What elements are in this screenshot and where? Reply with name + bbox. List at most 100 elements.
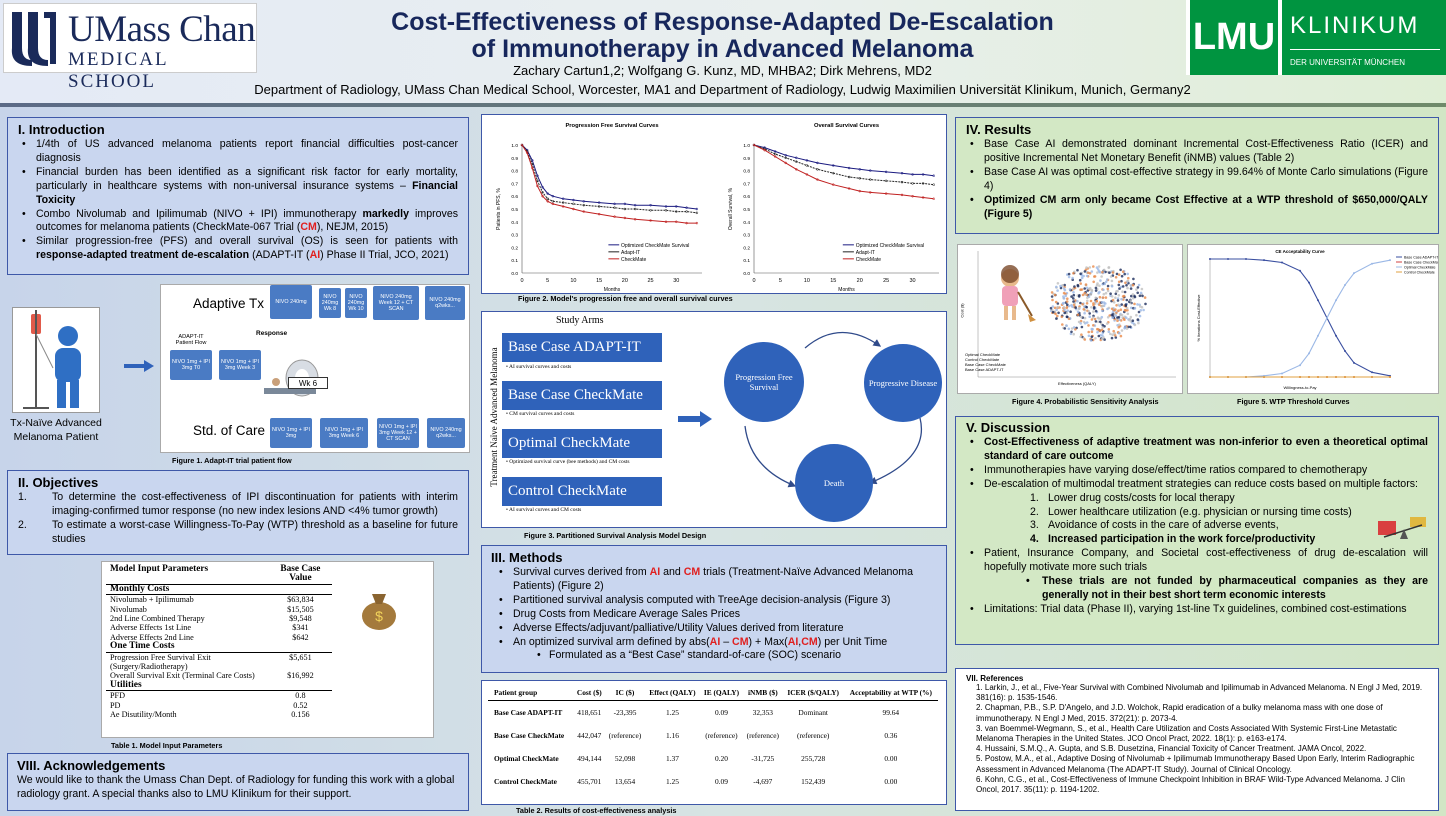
psa-point xyxy=(1095,299,1098,303)
psa-point xyxy=(1124,304,1128,307)
data-point xyxy=(572,202,575,206)
psa-point xyxy=(1102,301,1106,304)
data-point xyxy=(1335,376,1337,378)
psa-point xyxy=(1054,300,1058,304)
psa-point xyxy=(1102,288,1105,292)
references-section: VII. References 1. Larkin, J., et al., F… xyxy=(955,668,1439,811)
data-point xyxy=(884,179,888,183)
data-point xyxy=(649,219,652,222)
legend-entry: Optimal CheckMate xyxy=(1404,266,1436,270)
psa-point xyxy=(1129,299,1132,302)
psa-point xyxy=(1104,291,1108,295)
psa-point xyxy=(1062,297,1066,300)
data-point xyxy=(1389,376,1391,378)
data-point xyxy=(664,205,668,208)
psa-point xyxy=(1055,308,1058,312)
psa-point xyxy=(1133,323,1137,327)
flow-box: NIVO 1mg + IPI 3mg Week 6 xyxy=(320,418,368,448)
psa-point xyxy=(1096,271,1099,274)
psa-point xyxy=(1085,286,1089,290)
psa-point xyxy=(1056,305,1059,309)
umass-emblem-icon xyxy=(11,12,56,66)
psa-point xyxy=(1067,304,1071,308)
data-point xyxy=(551,194,555,198)
series-line xyxy=(753,144,934,177)
data-point xyxy=(1317,334,1319,337)
psa-point xyxy=(1072,300,1075,303)
poster-title-line1: Cost-Effectiveness of Response-Adapted D… xyxy=(391,8,1054,36)
psa-point xyxy=(1140,287,1144,291)
psa-point xyxy=(1139,291,1143,295)
psa-point xyxy=(1129,315,1133,319)
psa-point xyxy=(1083,270,1087,273)
data-point xyxy=(633,217,637,221)
psa-point xyxy=(1133,295,1137,299)
psa-point xyxy=(1081,293,1085,297)
psa-point xyxy=(1083,316,1087,320)
psa-point xyxy=(1112,301,1116,304)
data-point xyxy=(847,187,851,190)
legend-entry: Adapt-IT xyxy=(621,250,640,256)
y-tick-label: 0.1 xyxy=(743,258,750,264)
intro-bullet: Financial burden has been identified as … xyxy=(18,166,458,208)
psa-point xyxy=(1072,332,1075,336)
discussion-subbullet: • These trials are not funded by pharmace… xyxy=(1026,575,1428,601)
money-bag-icon: $ xyxy=(362,594,396,630)
data-point xyxy=(784,161,787,165)
x-tick-label: 0 xyxy=(752,278,755,284)
psa-point xyxy=(1055,285,1058,289)
data-point xyxy=(773,150,777,153)
psa-point xyxy=(1085,321,1089,324)
table-row: Base Case CheckMate 442,047 (reference) 1.1… xyxy=(494,730,898,740)
psa-point xyxy=(1119,313,1122,317)
data-point xyxy=(921,196,925,199)
psa-point xyxy=(1056,282,1060,285)
psa-point xyxy=(1079,319,1083,323)
psa-point xyxy=(1112,329,1115,333)
data-point xyxy=(1344,376,1346,378)
psa-point xyxy=(1088,286,1092,290)
psa-point xyxy=(1062,287,1066,290)
psa-point xyxy=(1137,321,1140,325)
psa-point xyxy=(1056,314,1059,318)
psa-point xyxy=(1117,280,1121,284)
psa-point xyxy=(1136,318,1140,321)
psa-point xyxy=(1067,317,1071,321)
psa-point xyxy=(1117,283,1121,287)
psa-point xyxy=(1094,337,1097,340)
series-line xyxy=(1210,258,1391,377)
umass-logo: UMass Chan MEDICAL SCHOOL xyxy=(3,3,257,92)
figure2-box: Progression Free Survival Curves 0 5 10 15 20… xyxy=(481,114,947,294)
data-point xyxy=(1263,376,1265,378)
psa-point xyxy=(1082,274,1085,278)
methods-bullet: An optimized survival arm defined by abs… xyxy=(495,636,937,650)
psa-point xyxy=(1065,306,1068,310)
psa-point xyxy=(1126,279,1129,283)
cleaning-girl-illustration xyxy=(1001,265,1036,322)
legend-entry: Optimized CheckMate Survival xyxy=(621,243,689,249)
psa-point xyxy=(1094,320,1098,323)
data-point xyxy=(1308,352,1310,355)
data-point xyxy=(1245,258,1247,260)
data-point xyxy=(695,207,699,211)
study-arm: Base Case CheckMate xyxy=(502,381,662,410)
response-label: Response xyxy=(256,330,288,337)
psa-point xyxy=(1084,283,1088,286)
psa-point xyxy=(1121,285,1125,288)
psa-point xyxy=(1103,338,1106,341)
patient-icon-box xyxy=(12,307,100,413)
psa-point xyxy=(1121,270,1125,273)
data-point xyxy=(752,143,756,147)
psa-point xyxy=(1050,291,1054,294)
data-point xyxy=(633,203,637,207)
data-point xyxy=(858,189,861,193)
psa-point xyxy=(1118,287,1121,290)
psa-point xyxy=(1126,312,1130,316)
psa-point xyxy=(1076,268,1079,272)
psa-point xyxy=(1092,310,1095,313)
discussion-bullet: Cost-Effectiveness of adaptive treatment… xyxy=(966,436,1428,464)
reference-item: 5. Postow, M.A., et al., Adaptive Dosing… xyxy=(976,754,1415,774)
data-point xyxy=(869,169,872,172)
study-arms-title: Study Arms xyxy=(556,315,604,326)
state-progression-free: Progression Free Survival xyxy=(724,342,804,422)
